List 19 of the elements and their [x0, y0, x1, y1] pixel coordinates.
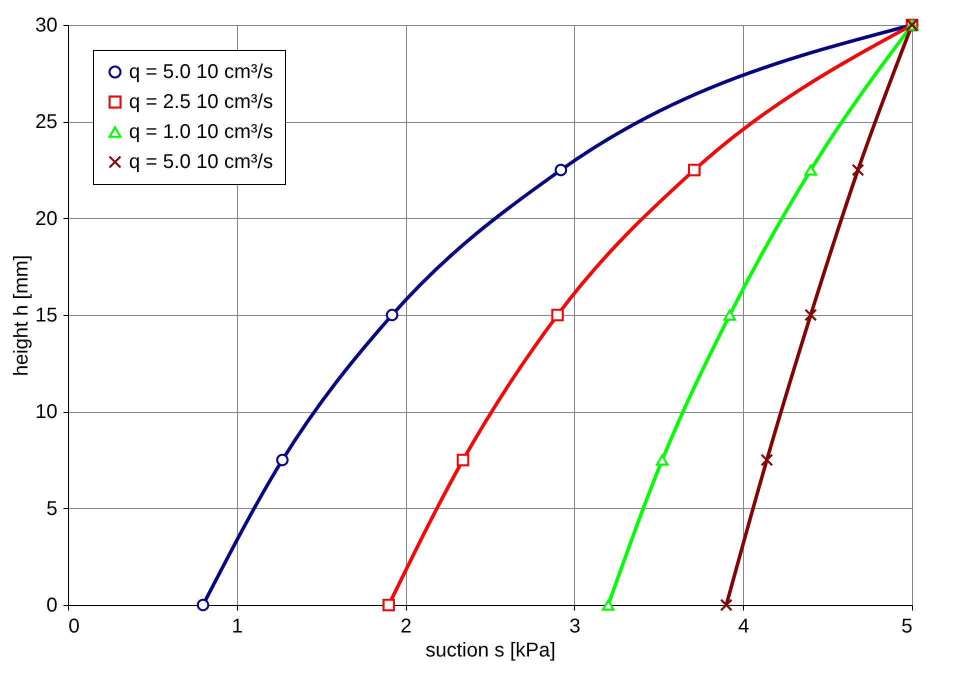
- legend-label: q = 5.0 10 cm³/s: [129, 151, 273, 173]
- legend-label: q = 5.0 10 cm³/s: [129, 61, 273, 83]
- y-tick-label: 5: [46, 498, 58, 520]
- y-tick-label: 25: [35, 111, 58, 134]
- x-tick-label: 5: [901, 616, 912, 638]
- x-axis-title: suction s [kPa]: [425, 640, 556, 662]
- x-tick-label: 4: [738, 616, 750, 638]
- x-tick-label: 0: [68, 616, 80, 638]
- legend-label: q = 1.0 10 cm³/s: [129, 121, 273, 143]
- y-tick-label: 0: [46, 594, 58, 616]
- y-tick-label: 10: [35, 401, 58, 424]
- y-axis-title: height h [mm]: [10, 254, 32, 376]
- x-tick-label: 2: [400, 616, 412, 638]
- y-tick-label: 30: [35, 14, 58, 36]
- x-tick-label: 3: [569, 616, 580, 638]
- legend-label: q = 2.5 10 cm³/s: [129, 91, 273, 113]
- x-tick-label: 1: [232, 616, 243, 638]
- y-tick-label: 20: [35, 208, 58, 230]
- y-tick-label: 15: [35, 304, 58, 326]
